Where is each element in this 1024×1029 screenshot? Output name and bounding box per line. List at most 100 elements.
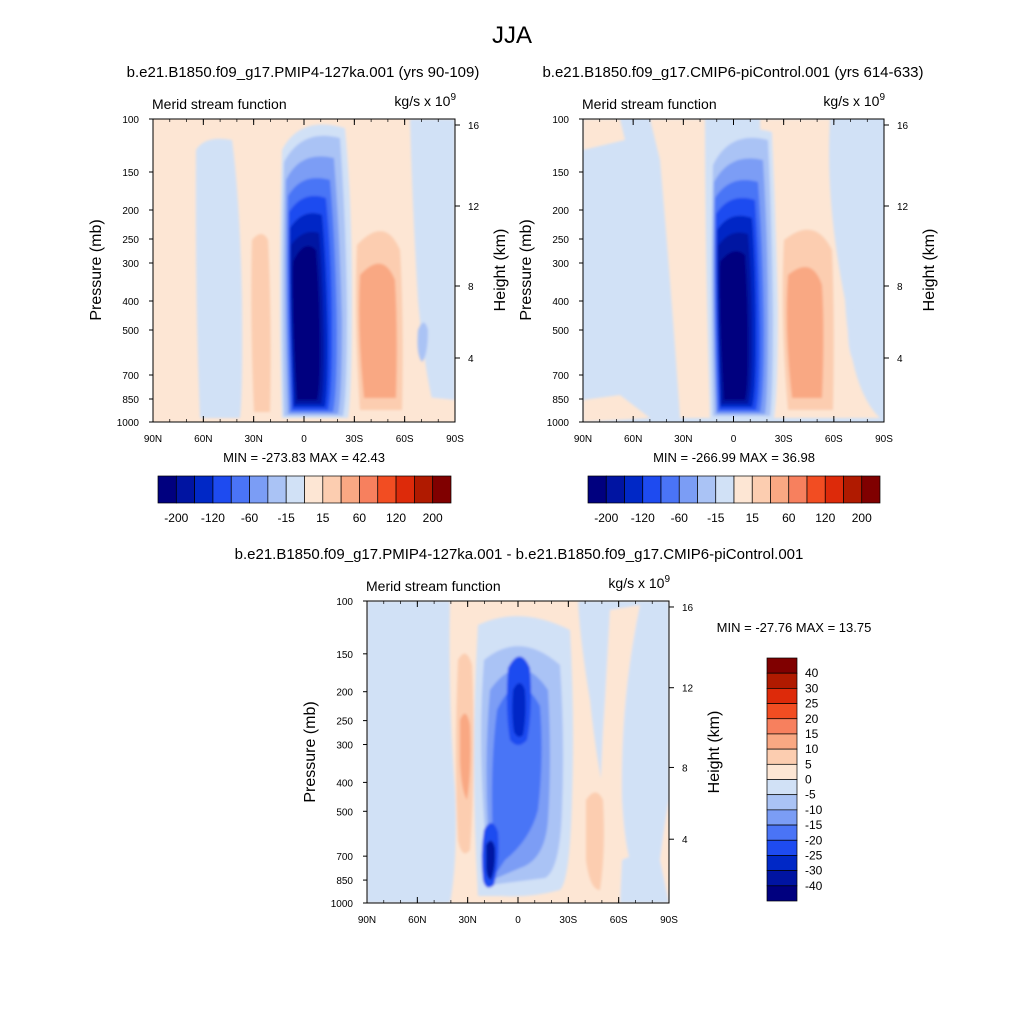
x-tick-label: 60N: [194, 434, 212, 445]
panel-1-stats: MIN = -273.83 MAX = 42.43: [223, 450, 385, 465]
colorbar-swatch: [766, 855, 798, 871]
y-tick-label: 1000: [117, 418, 140, 429]
x-tick-label: 60S: [396, 434, 414, 445]
y-tick-label: 500: [122, 326, 139, 337]
colorbar-swatch: [766, 779, 798, 796]
y-tick-label: 700: [122, 371, 139, 382]
colorbar-swatch: [733, 475, 753, 504]
x-tick-label: 30S: [559, 915, 577, 926]
colorbar-label: -30: [805, 864, 823, 878]
colorbar-swatch: [377, 475, 397, 504]
colorbar-swatch: [715, 475, 735, 504]
colorbar-swatch: [766, 733, 798, 750]
y-tick-label: 250: [336, 717, 353, 728]
panel-1-axes: 100 150 200 250 300 400 500 700 850 1000 16 12 8 4 9…: [117, 115, 480, 445]
x-tick-label: 90S: [446, 434, 464, 445]
y-tick-label: 700: [336, 852, 353, 863]
colorbar-swatch: [751, 475, 771, 504]
y-tick-label: 150: [336, 650, 353, 661]
colorbar-swatch: [806, 475, 826, 504]
y-right-tick-label: 12: [682, 684, 694, 695]
colorbar-label: 120: [386, 511, 406, 525]
colorbar-label: -200: [164, 511, 188, 525]
pos-2-south: [586, 792, 604, 890]
panel-2: b.e21.B1850.f09_g17.CMIP6-piControl.001 …: [518, 64, 938, 525]
colorbar-swatch: [766, 703, 798, 720]
colorbar-swatch: [175, 475, 195, 504]
y-tick-label: 400: [552, 297, 569, 308]
neg-lower-core-deep: [486, 840, 496, 880]
panel-2-y-ticks: 100 150 200 250 300 400 500 700 850 1000: [547, 115, 583, 429]
panel-1-ylabel: Pressure (mb): [88, 219, 105, 320]
x-tick-label: 90S: [875, 434, 893, 445]
y-tick-label: 500: [552, 326, 569, 337]
y-tick-label: 700: [552, 371, 569, 382]
y-tick-label: 250: [122, 235, 139, 246]
colorbar-swatch: [660, 475, 680, 504]
colorbar-label: -200: [594, 511, 618, 525]
panel-3-field: [367, 601, 669, 903]
x-tick-label: 60S: [610, 915, 628, 926]
colorbar-label: 5: [805, 757, 812, 771]
colorbar-label: -120: [201, 511, 225, 525]
colorbar-swatch: [770, 475, 790, 504]
panel-3-x-ticks: 90N 60N 30N 0 30S 60S 90S: [358, 601, 678, 926]
colorbar-label: 10: [805, 742, 819, 756]
colorbar-swatch: [340, 475, 360, 504]
x-tick-label: 0: [301, 434, 307, 445]
y-right-tick-label: 16: [682, 603, 694, 614]
panel-3-ylabel: Pressure (mb): [302, 701, 319, 802]
main-title: JJA: [492, 22, 532, 49]
y-tick-label: 1000: [331, 899, 354, 910]
colorbar-label: -25: [805, 848, 823, 862]
neg-4: [491, 686, 542, 875]
panel-1-left-label: Merid stream function: [152, 96, 287, 112]
colorbar-swatch: [766, 718, 798, 735]
y-right-tick-label: 4: [468, 354, 474, 365]
colorbar-swatch: [304, 475, 324, 504]
colorbar-swatch: [766, 839, 798, 856]
y-right-tick-label: 4: [897, 354, 903, 365]
colorbar-label: 30: [805, 681, 819, 695]
colorbar-swatch: [414, 475, 434, 504]
x-tick-label: 60N: [624, 434, 642, 445]
neg-small-south-lower: [620, 855, 669, 903]
colorbar-label: 15: [805, 727, 819, 741]
colorbar-label: -60: [241, 511, 259, 525]
panel-1-colorbar: -200 -120 -60 -15 15 60 120 200: [157, 475, 452, 525]
colorbar-swatch: [212, 475, 232, 504]
colorbar-label: -20: [805, 833, 823, 847]
panel-1-title: b.e21.B1850.f09_g17.PMIP4-127ka.001 (yrs…: [127, 64, 480, 81]
colorbar-swatch: [861, 475, 881, 504]
y-tick-label: 150: [552, 168, 569, 179]
panel-2-units: kg/s x 109: [823, 92, 885, 109]
colorbar-label: 60: [782, 511, 796, 525]
colorbar-label: -60: [671, 511, 689, 525]
x-tick-label: 30N: [674, 434, 692, 445]
y-tick-label: 250: [552, 235, 569, 246]
colorbar-swatch: [605, 475, 625, 504]
y-right-tick-label: 8: [897, 282, 903, 293]
y-tick-label: 100: [336, 597, 353, 608]
x-tick-label: 0: [731, 434, 737, 445]
panel-2-left-label: Merid stream function: [582, 96, 717, 112]
colorbar-label: 15: [316, 511, 330, 525]
colorbar-swatch: [678, 475, 698, 504]
colorbar-label: 20: [805, 712, 819, 726]
colorbar-swatch: [824, 475, 844, 504]
colorbar-label: -10: [805, 803, 823, 817]
panel-3-y-ticks: 100 150 200 250 300 400 500 700 850 1000: [331, 597, 367, 910]
x-tick-label: 30N: [458, 915, 476, 926]
neg-small-south: [847, 312, 858, 360]
colorbar-swatch: [432, 475, 452, 504]
colorbar-label: 120: [815, 511, 835, 525]
y-right-tick-label: 12: [897, 202, 909, 213]
colorbar-label: 40: [805, 666, 819, 680]
colorbar-swatch: [766, 657, 798, 674]
pos-north-strip: [650, 119, 710, 418]
panel-3-stats: MIN = -27.76 MAX = 13.75: [717, 620, 872, 635]
colorbar-label: -5: [805, 788, 816, 802]
panel-3-ylabel-right: Height (km): [706, 711, 723, 794]
neg-8: [719, 251, 748, 400]
